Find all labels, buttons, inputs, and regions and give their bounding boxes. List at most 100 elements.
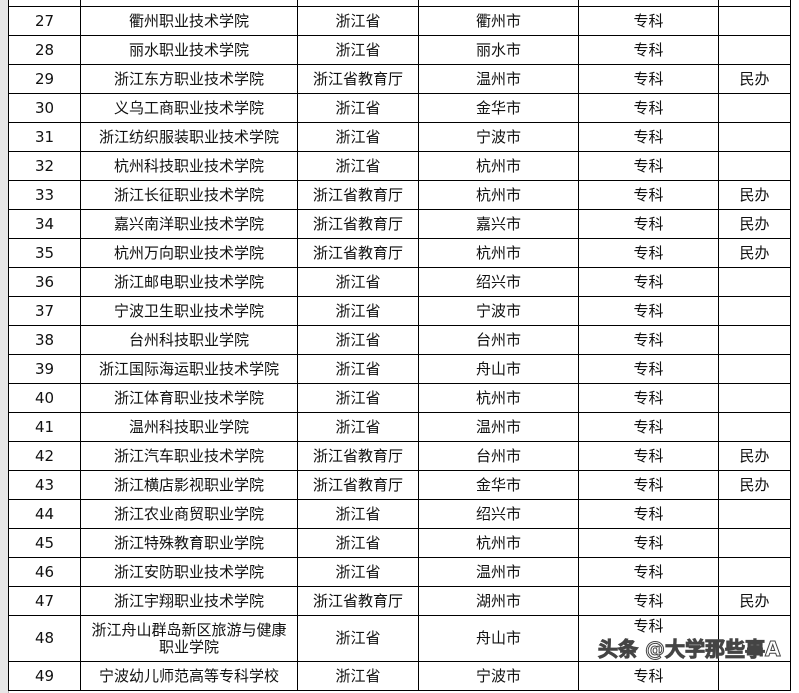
- cell-number[interactable]: 37: [8, 296, 81, 326]
- cell-city[interactable]: 嘉兴市: [418, 209, 579, 239]
- cell-department[interactable]: 浙江省: [297, 557, 419, 587]
- cell-city[interactable]: 杭州市: [418, 180, 579, 210]
- cell-number[interactable]: 31: [8, 122, 81, 152]
- cell-school-name[interactable]: 浙江国际海运职业技术学院: [80, 354, 298, 384]
- cell-note[interactable]: [718, 528, 791, 558]
- cell-department[interactable]: 浙江省: [297, 296, 419, 326]
- cell-department[interactable]: 浙江省教育厅: [297, 238, 419, 268]
- cell-number[interactable]: 49: [8, 661, 81, 691]
- cell-level[interactable]: 专科: [578, 499, 719, 529]
- cell-number[interactable]: 28: [8, 35, 81, 65]
- cell-note[interactable]: 民办: [718, 586, 791, 616]
- cell-department[interactable]: 浙江省: [297, 325, 419, 355]
- cell-level[interactable]: 专科: [578, 93, 719, 123]
- cell-city[interactable]: 绍兴市: [418, 267, 579, 297]
- cell-number[interactable]: 40: [8, 383, 81, 413]
- cell-level[interactable]: 专科: [578, 586, 719, 616]
- cell-school-name[interactable]: 浙江安防职业技术学院: [80, 557, 298, 587]
- cell-city[interactable]: 温州市: [418, 412, 579, 442]
- cell-school-name[interactable]: 宁波卫生职业技术学院: [80, 296, 298, 326]
- cell-city[interactable]: 金华市: [418, 93, 579, 123]
- cell-city[interactable]: 金华市: [418, 470, 579, 500]
- cell-number[interactable]: 48: [8, 615, 81, 662]
- cell-level[interactable]: 专科: [578, 528, 719, 558]
- cell-note[interactable]: [718, 354, 791, 384]
- cell-department[interactable]: 浙江省: [297, 412, 419, 442]
- cell-department[interactable]: 浙江省: [297, 6, 419, 36]
- cell-school-name[interactable]: 义乌工商职业技术学院: [80, 93, 298, 123]
- cell-number[interactable]: 44: [8, 499, 81, 529]
- cell-department[interactable]: 浙江省教育厅: [297, 470, 419, 500]
- cell-number[interactable]: 32: [8, 151, 81, 181]
- cell-school-name[interactable]: 浙江农业商贸职业学院: [80, 499, 298, 529]
- cell-note[interactable]: 民办: [718, 470, 791, 500]
- cell-note[interactable]: [718, 122, 791, 152]
- cell-level[interactable]: 专科: [578, 122, 719, 152]
- cell-school-name[interactable]: 浙江邮电职业技术学院: [80, 267, 298, 297]
- cell-number[interactable]: 42: [8, 441, 81, 471]
- cell-school-name[interactable]: 衢州职业技术学院: [80, 6, 298, 36]
- cell-school-name[interactable]: 浙江纺织服装职业技术学院: [80, 122, 298, 152]
- cell-number[interactable]: 43: [8, 470, 81, 500]
- cell-number[interactable]: 38: [8, 325, 81, 355]
- cell-note[interactable]: [718, 412, 791, 442]
- cell-department[interactable]: 浙江省: [297, 528, 419, 558]
- cell-level[interactable]: 专科: [578, 412, 719, 442]
- cell-department[interactable]: 浙江省: [297, 615, 419, 662]
- cell-number[interactable]: 45: [8, 528, 81, 558]
- cell-note[interactable]: 民办: [718, 180, 791, 210]
- cell-note[interactable]: [718, 151, 791, 181]
- cell-level[interactable]: 专科: [578, 661, 719, 691]
- cell-level[interactable]: 专科: [578, 615, 719, 662]
- cell-level[interactable]: 专科: [578, 151, 719, 181]
- cell-note[interactable]: [718, 35, 791, 65]
- cell-note[interactable]: [718, 325, 791, 355]
- cell-school-name[interactable]: 台州科技职业学院: [80, 325, 298, 355]
- cell-department[interactable]: 浙江省: [297, 93, 419, 123]
- cell-department[interactable]: 浙江省教育厅: [297, 586, 419, 616]
- cell-number[interactable]: 47: [8, 586, 81, 616]
- cell-city[interactable]: 宁波市: [418, 296, 579, 326]
- cell-school-name[interactable]: 浙江舟山群岛新区旅游与健康职业学院: [80, 615, 298, 662]
- cell-department[interactable]: 浙江省教育厅: [297, 441, 419, 471]
- cell-department[interactable]: 浙江省: [297, 499, 419, 529]
- cell-number[interactable]: 39: [8, 354, 81, 384]
- cell-note[interactable]: [718, 499, 791, 529]
- cell-city[interactable]: 台州市: [418, 441, 579, 471]
- cell-note[interactable]: [718, 383, 791, 413]
- cell-note[interactable]: [718, 6, 791, 36]
- cell-level[interactable]: 专科: [578, 441, 719, 471]
- cell-number[interactable]: 41: [8, 412, 81, 442]
- cell-school-name[interactable]: 嘉兴南洋职业技术学院: [80, 209, 298, 239]
- cell-level[interactable]: 专科: [578, 64, 719, 94]
- cell-level[interactable]: 专科: [578, 267, 719, 297]
- cell-department[interactable]: 浙江省教育厅: [297, 209, 419, 239]
- cell-city[interactable]: 杭州市: [418, 238, 579, 268]
- cell-level[interactable]: 专科: [578, 238, 719, 268]
- cell-note[interactable]: 民办: [718, 64, 791, 94]
- cell-department[interactable]: 浙江省: [297, 122, 419, 152]
- cell-level[interactable]: 专科: [578, 180, 719, 210]
- cell-city[interactable]: 温州市: [418, 557, 579, 587]
- cell-city[interactable]: 宁波市: [418, 661, 579, 691]
- cell-note[interactable]: [718, 661, 791, 691]
- cell-school-name[interactable]: 丽水职业技术学院: [80, 35, 298, 65]
- cell-level[interactable]: 专科: [578, 296, 719, 326]
- cell-department[interactable]: 浙江省: [297, 354, 419, 384]
- cell-school-name[interactable]: 浙江宇翔职业技术学院: [80, 586, 298, 616]
- cell-number[interactable]: 46: [8, 557, 81, 587]
- cell-department[interactable]: 浙江省: [297, 151, 419, 181]
- cell-city[interactable]: 丽水市: [418, 35, 579, 65]
- cell-school-name[interactable]: 浙江特殊教育职业学院: [80, 528, 298, 558]
- cell-level[interactable]: 专科: [578, 6, 719, 36]
- cell-school-name[interactable]: 宁波幼儿师范高等专科学校: [80, 661, 298, 691]
- cell-school-name[interactable]: 浙江东方职业技术学院: [80, 64, 298, 94]
- cell-number[interactable]: 36: [8, 267, 81, 297]
- cell-school-name[interactable]: 浙江汽车职业技术学院: [80, 441, 298, 471]
- cell-level[interactable]: 专科: [578, 383, 719, 413]
- cell-city[interactable]: 温州市: [418, 64, 579, 94]
- cell-note[interactable]: 民办: [718, 441, 791, 471]
- cell-city[interactable]: 绍兴市: [418, 499, 579, 529]
- cell-school-name[interactable]: 温州科技职业学院: [80, 412, 298, 442]
- cell-level[interactable]: 专科: [578, 557, 719, 587]
